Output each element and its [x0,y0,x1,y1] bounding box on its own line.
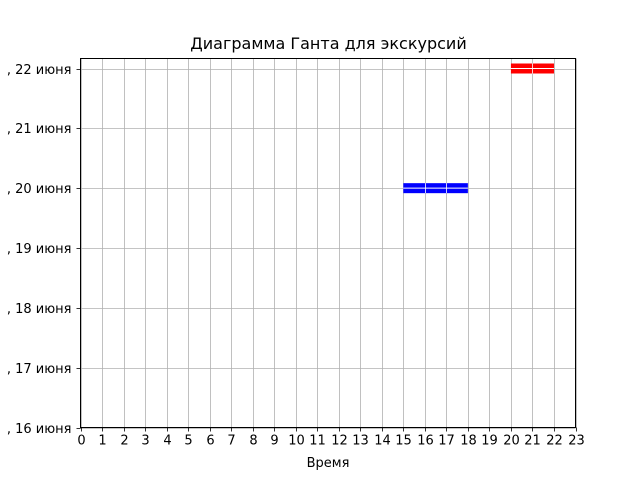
x-tick-label: 5 [184,434,192,449]
y-tick-label: , 17 июня [7,362,72,377]
x-tick-label: 2 [120,434,128,449]
x-tick-label: 4 [163,434,171,449]
y-tick-label: , 18 июня [7,302,72,317]
x-tick-label: 0 [77,434,85,449]
x-tick-label: 1 [98,434,106,449]
y-tick-label: , 22 июня [7,63,72,78]
x-tick-label: 19 [481,434,498,449]
x-tick-label: 18 [460,434,477,449]
task-bars [403,63,554,194]
x-tick-label: 10 [288,434,305,449]
x-tick-label: 7 [227,434,235,449]
x-tick-label: 16 [417,434,434,449]
x-tick-label: 9 [270,434,278,449]
x-tick-label: 3 [141,434,149,449]
chart-title: Диаграмма Ганта для экскурсий [190,34,466,53]
x-tick-label: 6 [206,434,214,449]
x-tick-label: 11 [309,434,326,449]
x-tick-label: 14 [374,434,391,449]
x-tick-label: 17 [438,434,455,449]
grid [80,58,577,429]
x-tick-label: 13 [352,434,369,449]
x-tick-label: 21 [524,434,541,449]
axis-ticks: 0 1 2 3 4 5 6 7 8 9 10 11 12 13 14 15 16 17 18 19 20 21 22 23, … [7,63,585,449]
x-axis-label: Время [307,456,350,471]
y-tick-label: , 20 июня [7,182,72,197]
y-tick-label: , 19 июня [7,242,72,257]
x-tick-label: 12 [331,434,348,449]
y-tick-label: , 16 июня [7,422,72,437]
x-tick-label: 8 [249,434,257,449]
x-tick-label: 22 [546,434,563,449]
y-tick-label: , 21 июня [7,122,72,137]
x-tick-label: 23 [568,434,585,449]
x-tick-label: 15 [395,434,412,449]
plot-frame [80,58,576,428]
x-tick-label: 20 [503,434,520,449]
